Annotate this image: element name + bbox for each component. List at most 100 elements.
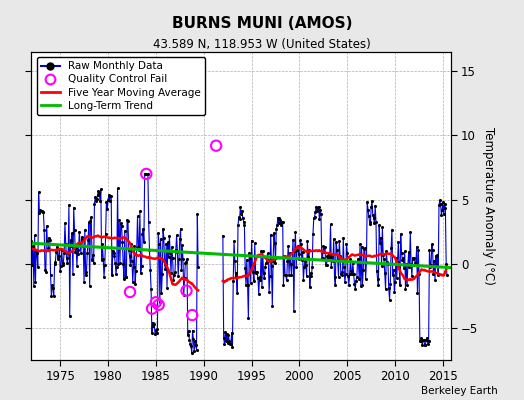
Point [290, 248, 299, 254]
Point [73, 262, 81, 269]
Point [339, 272, 347, 278]
Point [260, 275, 268, 282]
Point [237, 211, 245, 218]
Point [354, 259, 363, 266]
Point [238, 215, 247, 222]
Point [386, 280, 395, 287]
Point [90, 201, 99, 207]
Point [282, 277, 291, 284]
Point [406, 229, 414, 235]
Text: 43.589 N, 118.953 W (United States): 43.589 N, 118.953 W (United States) [153, 38, 371, 51]
Point [43, 238, 51, 244]
Point [47, 293, 56, 300]
Point [258, 248, 267, 255]
Point [261, 260, 270, 266]
Point [128, 279, 137, 285]
Point [269, 258, 277, 264]
Point [373, 268, 381, 274]
Point [132, 268, 140, 274]
Point [319, 255, 327, 261]
Point [227, 330, 236, 336]
Point [106, 193, 115, 199]
Point [155, 241, 163, 248]
Text: Berkeley Earth: Berkeley Earth [421, 386, 498, 396]
Point [78, 234, 86, 240]
Point [188, 312, 196, 318]
Point [291, 229, 300, 235]
Point [340, 264, 348, 270]
Point [107, 193, 115, 199]
Point [40, 227, 48, 233]
Point [310, 215, 318, 222]
Point [121, 228, 129, 234]
Point [376, 240, 384, 246]
Point [345, 282, 353, 288]
Point [212, 142, 221, 149]
Point [301, 258, 309, 264]
Point [221, 329, 230, 335]
Point [322, 262, 331, 268]
Point [285, 271, 293, 278]
Point [242, 282, 250, 288]
Point [325, 251, 333, 258]
Point [102, 199, 111, 205]
Point [254, 275, 262, 281]
Point [220, 334, 228, 341]
Point [136, 208, 144, 214]
Point [418, 342, 427, 349]
Point [275, 220, 283, 226]
Point [62, 255, 71, 261]
Point [292, 264, 300, 270]
Point [303, 238, 312, 244]
Point [67, 237, 75, 243]
Point [410, 254, 419, 261]
Point [274, 214, 282, 221]
Point [190, 348, 199, 354]
Point [135, 247, 143, 254]
Point [185, 336, 193, 343]
Point [50, 261, 59, 268]
Point [159, 226, 167, 232]
Point [92, 198, 100, 204]
Text: BURNS MUNI (AMOS): BURNS MUNI (AMOS) [172, 16, 352, 31]
Point [374, 276, 382, 282]
Point [419, 337, 427, 343]
Point [85, 282, 94, 289]
Point [88, 257, 96, 264]
Point [440, 200, 449, 207]
Point [317, 211, 325, 217]
Point [168, 244, 176, 250]
Point [182, 258, 190, 265]
Point [394, 259, 402, 265]
Point [364, 206, 372, 213]
Point [238, 208, 246, 214]
Point [287, 261, 295, 267]
Point [125, 253, 134, 259]
Point [342, 240, 351, 247]
Point [148, 306, 156, 312]
Point [436, 201, 445, 208]
Point [411, 260, 419, 266]
Point [343, 250, 352, 256]
Point [433, 252, 442, 258]
Point [226, 341, 234, 347]
Point [35, 210, 43, 217]
Point [390, 289, 399, 295]
Point [282, 272, 290, 279]
Point [281, 272, 289, 278]
Point [359, 266, 367, 273]
Point [110, 253, 118, 259]
Point [151, 331, 159, 337]
Point [348, 260, 357, 266]
Point [397, 231, 405, 237]
Point [305, 284, 314, 290]
Point [348, 271, 356, 277]
Point [333, 257, 342, 263]
Point [234, 222, 242, 228]
Point [345, 271, 354, 277]
Point [395, 264, 403, 270]
Point [322, 262, 330, 268]
Y-axis label: Temperature Anomaly (°C): Temperature Anomaly (°C) [482, 127, 495, 285]
Point [379, 251, 387, 258]
Point [104, 197, 112, 203]
